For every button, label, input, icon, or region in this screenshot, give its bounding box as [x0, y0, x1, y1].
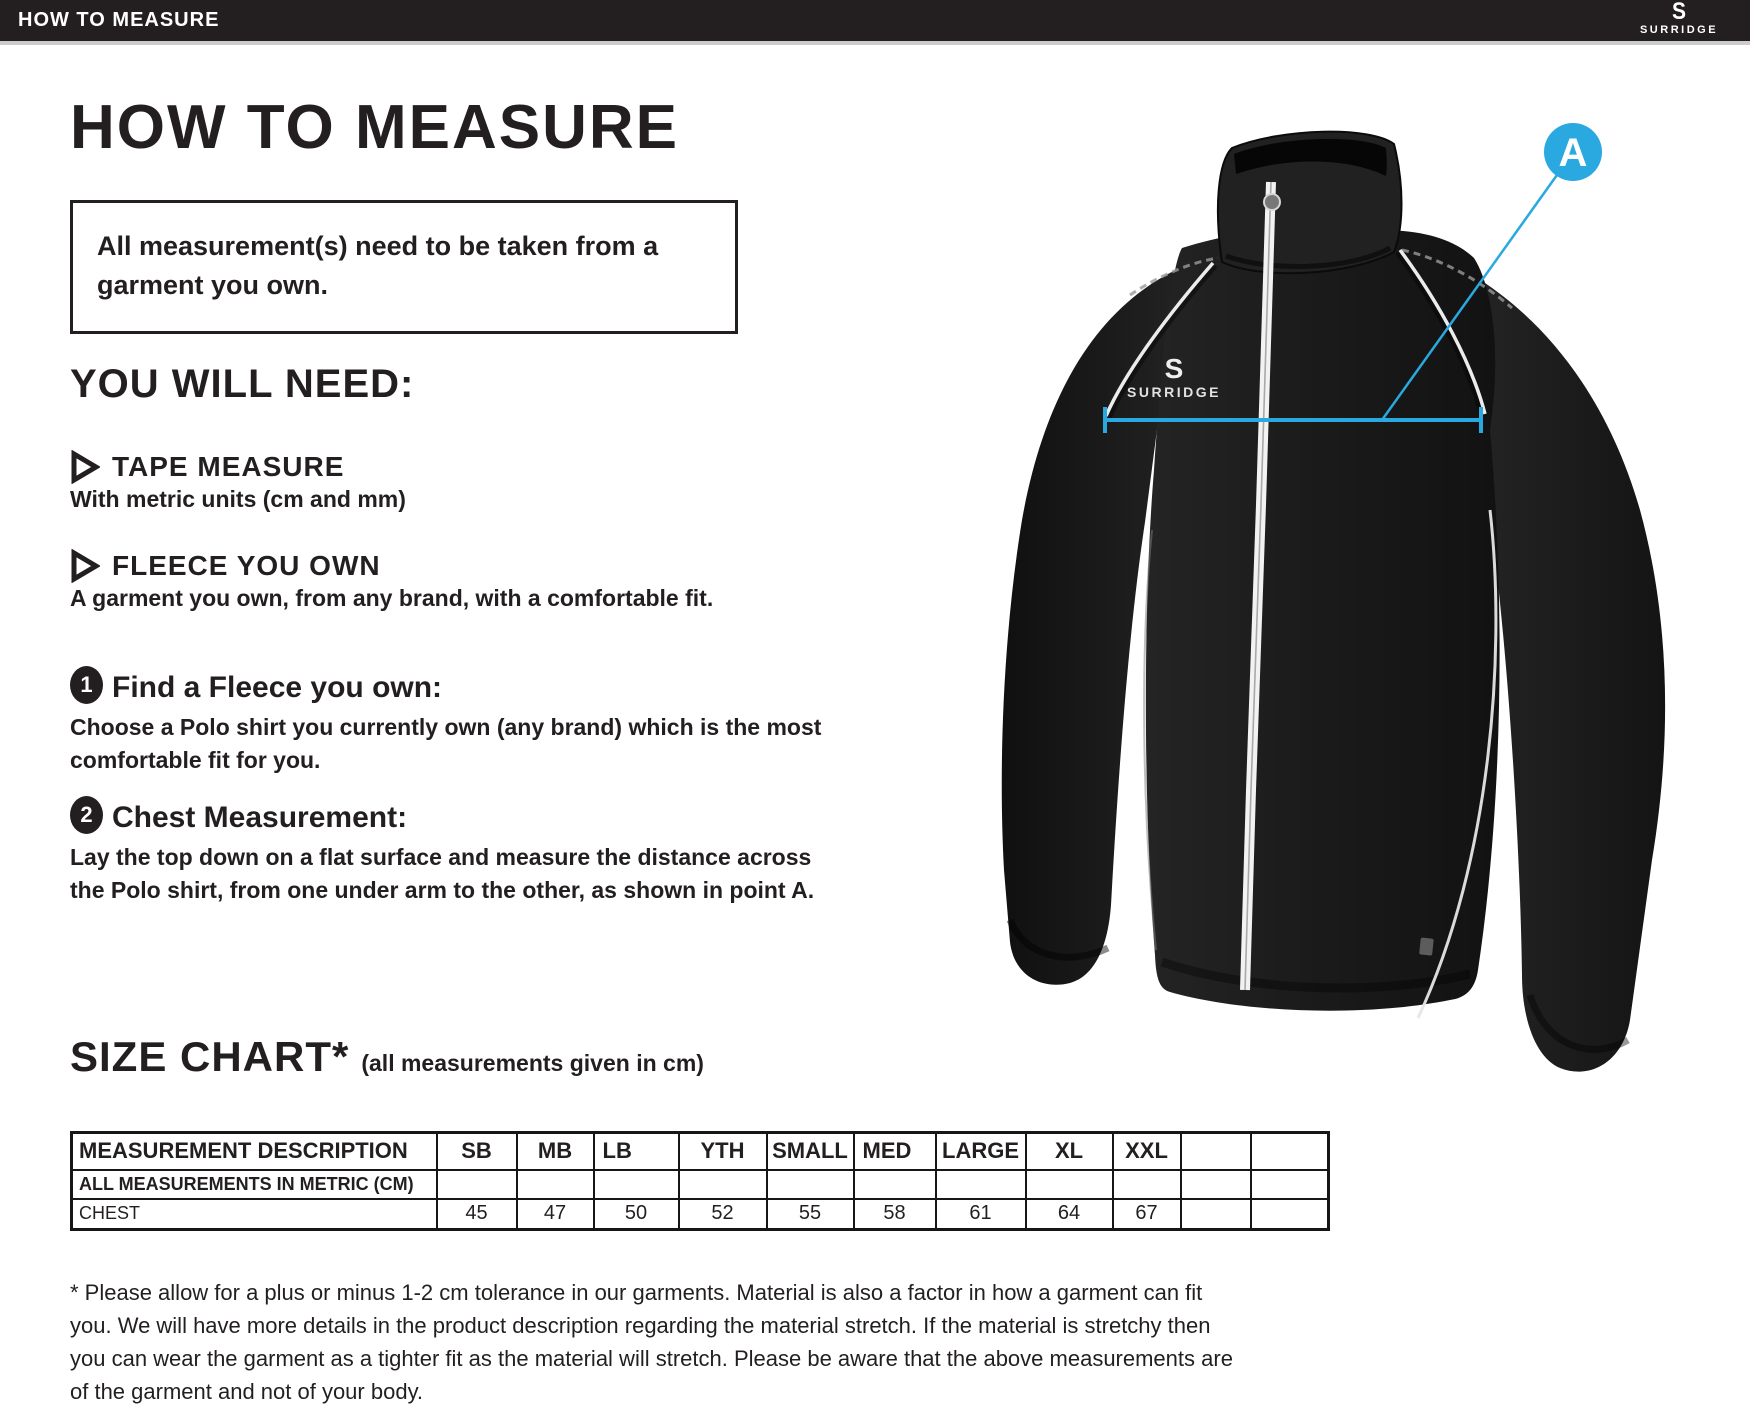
- size-chart-subtitle: (all measurements given in cm): [361, 1050, 704, 1076]
- chest-value: 67: [1111, 1197, 1182, 1231]
- step-2-description: Lay the top down on a flat surface and m…: [70, 844, 815, 904]
- table-cell: [435, 1168, 518, 1200]
- chest-value: 45: [435, 1197, 518, 1231]
- column-header: SB: [435, 1131, 518, 1171]
- chest-value: 61: [934, 1197, 1027, 1231]
- step-1-title: Find a Fleece you own:: [112, 671, 443, 704]
- table-cell: [1249, 1168, 1330, 1200]
- size-chart-heading: SIZE CHART*: [70, 1033, 350, 1080]
- table-cell: [1024, 1168, 1114, 1200]
- shoulder-stitch-left: [1129, 256, 1219, 297]
- piping-right: [1398, 248, 1487, 415]
- jacket-torso: [1145, 230, 1500, 1011]
- step-1-badge: 1: [70, 666, 103, 704]
- jacket-chest-logo: S SURRIDGE: [1127, 353, 1221, 400]
- surridge-logo-text: SURRIDGE: [1639, 24, 1719, 36]
- jacket-left-sleeve: [1001, 268, 1180, 985]
- jacket-collar: [1216, 130, 1403, 275]
- table-cell: [515, 1168, 595, 1200]
- need-item-tape-measure: TAPE MEASURE: [112, 451, 345, 482]
- column-header: [1179, 1131, 1252, 1171]
- jacket-zip: [1240, 181, 1281, 991]
- chest-row-label: CHEST: [70, 1197, 438, 1231]
- size-chart-table: MEASUREMENT DESCRIPTION SB MB LB YTH SMA…: [70, 1131, 1330, 1231]
- table-cell: [677, 1168, 768, 1200]
- table-metric-row: ALL MEASUREMENTS IN METRIC (CM): [70, 1168, 1330, 1200]
- jacket-logo-s-icon: S: [1165, 353, 1184, 384]
- marker-pointer-line: [1380, 174, 1559, 421]
- column-header: MB: [515, 1131, 595, 1171]
- chest-value: 58: [852, 1197, 937, 1231]
- step-1-description: Choose a Polo shirt you currently own (a…: [70, 714, 822, 774]
- table-cell: [592, 1168, 680, 1200]
- table-cell: [765, 1168, 855, 1200]
- table-cell: [1179, 1168, 1252, 1200]
- column-header: [1249, 1131, 1330, 1171]
- chest-value: [1179, 1197, 1252, 1231]
- column-header: XL: [1024, 1131, 1114, 1171]
- chest-value: 52: [677, 1197, 768, 1231]
- chest-value: 64: [1024, 1197, 1114, 1231]
- column-header: MED: [852, 1131, 937, 1171]
- chest-value: 47: [515, 1197, 595, 1231]
- shoulder-stitch-right: [1401, 248, 1513, 310]
- surridge-s-icon: S: [1671, 0, 1686, 25]
- surridge-logo: S SURRIDGE: [1624, 0, 1734, 37]
- tolerance-footnote: * Please allow for a plus or minus 1-2 c…: [70, 1280, 1233, 1404]
- seam-shadow: [1395, 249, 1487, 417]
- column-header: MEASUREMENT DESCRIPTION: [70, 1131, 438, 1171]
- column-header: SMALL: [765, 1131, 855, 1171]
- table-cell: [1111, 1168, 1182, 1200]
- need-item-fleece-desc: A garment you own, from any brand, with …: [70, 585, 714, 611]
- chest-value: 50: [592, 1197, 680, 1231]
- jacket-image: S SURRIDGE A: [930, 90, 1730, 1105]
- fleece-jacket-illustration: S SURRIDGE A: [1001, 123, 1666, 1072]
- top-bar: HOW TO MEASURE S SURRIDGE: [0, 0, 1750, 41]
- chest-value: [1249, 1197, 1330, 1231]
- notice-box: All measurement(s) need to be taken from…: [70, 200, 738, 335]
- play-triangle-icon: [71, 549, 100, 583]
- metric-row-label: ALL MEASUREMENTS IN METRIC (CM): [70, 1168, 438, 1200]
- need-item-fleece: FLEECE YOU OWN: [112, 550, 381, 581]
- step-2-badge: 2: [70, 796, 103, 834]
- side-seam-left: [1143, 529, 1157, 951]
- marker-a-badge: A: [1544, 123, 1602, 181]
- seam-shadow: [1104, 262, 1218, 420]
- woven-tag: [1419, 937, 1434, 956]
- you-will-need-heading: YOU WILL NEED:: [70, 362, 415, 406]
- zip-pull: [1263, 193, 1281, 211]
- divider: [0, 41, 1750, 45]
- column-header: XXL: [1111, 1131, 1182, 1171]
- step-2-title: Chest Measurement:: [112, 801, 408, 834]
- column-header: LARGE: [934, 1131, 1027, 1171]
- jacket-logo-text: SURRIDGE: [1127, 384, 1221, 400]
- top-bar-title: HOW TO MEASURE: [18, 9, 220, 31]
- table-cell: [934, 1168, 1027, 1200]
- marker-a-label: A: [1559, 131, 1588, 175]
- chest-value: 55: [765, 1197, 855, 1231]
- table-chest-row: CHEST 45 47 50 52 55 58 61 64 67: [70, 1197, 1330, 1231]
- play-triangle-icon: [71, 450, 100, 484]
- page-title: HOW TO MEASURE: [70, 93, 679, 162]
- table-cell: [852, 1168, 937, 1200]
- measurement-line-a: [1103, 407, 1483, 433]
- side-piping-right: [1416, 509, 1498, 1019]
- table-header-row: MEASUREMENT DESCRIPTION SB MB LB YTH SMA…: [70, 1131, 1330, 1171]
- jacket-right-sleeve: [1398, 242, 1666, 1072]
- column-header: YTH: [677, 1131, 768, 1171]
- size-chart-heading-row: SIZE CHART* (all measurements given in c…: [70, 1033, 704, 1081]
- piping-left: [1104, 261, 1215, 417]
- need-item-tape-measure-desc: With metric units (cm and mm): [70, 486, 406, 512]
- column-header: LB: [592, 1131, 680, 1171]
